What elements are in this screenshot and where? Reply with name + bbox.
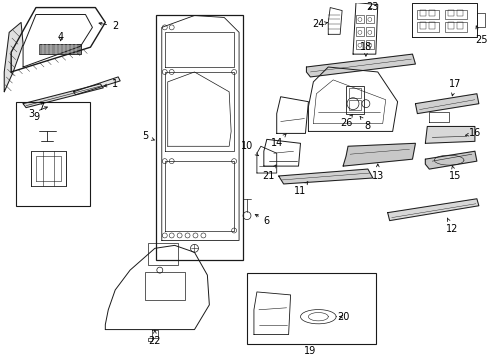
Text: 16: 16 xyxy=(465,129,480,138)
Bar xyxy=(348,100,360,110)
Text: 7: 7 xyxy=(38,102,44,112)
Polygon shape xyxy=(387,199,478,221)
Text: 8: 8 xyxy=(359,116,370,131)
Polygon shape xyxy=(4,22,23,92)
Text: 25: 25 xyxy=(475,26,487,45)
Text: 22: 22 xyxy=(148,330,161,346)
Bar xyxy=(147,243,177,265)
Text: 24: 24 xyxy=(311,19,327,30)
Polygon shape xyxy=(425,126,474,143)
Text: 9: 9 xyxy=(33,112,39,122)
Text: 14: 14 xyxy=(270,134,286,148)
Text: 11: 11 xyxy=(294,182,307,196)
Polygon shape xyxy=(23,84,103,108)
Text: 4: 4 xyxy=(58,32,63,42)
Bar xyxy=(346,86,363,114)
Bar xyxy=(420,22,426,30)
Bar xyxy=(144,272,184,300)
Text: 26: 26 xyxy=(339,114,352,129)
Text: 5: 5 xyxy=(142,131,154,141)
Polygon shape xyxy=(306,54,415,77)
Text: 6: 6 xyxy=(255,215,269,226)
Text: 2: 2 xyxy=(99,21,118,31)
Bar xyxy=(444,10,466,19)
Bar xyxy=(348,88,360,98)
Bar xyxy=(417,22,438,32)
Bar xyxy=(365,27,373,36)
Bar xyxy=(447,22,453,30)
Text: 23: 23 xyxy=(366,1,378,12)
Bar xyxy=(246,273,375,345)
Polygon shape xyxy=(278,169,372,184)
Bar xyxy=(39,44,81,54)
Bar xyxy=(355,14,363,23)
Bar xyxy=(428,22,434,30)
Bar xyxy=(16,102,90,206)
Text: 20: 20 xyxy=(336,312,348,322)
Bar xyxy=(456,22,462,30)
Text: 12: 12 xyxy=(445,218,457,234)
Text: 18: 18 xyxy=(359,42,371,56)
Polygon shape xyxy=(415,94,478,114)
Bar xyxy=(456,10,462,17)
Bar xyxy=(365,40,373,49)
Text: 17: 17 xyxy=(448,79,460,96)
Bar xyxy=(355,40,363,49)
Text: 21: 21 xyxy=(262,165,276,181)
Bar xyxy=(365,14,373,23)
Polygon shape xyxy=(343,143,415,166)
Bar xyxy=(428,10,434,17)
Bar xyxy=(420,10,426,17)
Bar xyxy=(156,14,243,260)
Text: 13: 13 xyxy=(371,164,383,181)
Text: 3: 3 xyxy=(28,107,47,118)
Polygon shape xyxy=(425,151,476,169)
Polygon shape xyxy=(74,77,120,95)
Text: 15: 15 xyxy=(448,166,460,181)
Text: 19: 19 xyxy=(304,346,316,356)
Bar xyxy=(444,22,466,32)
Bar xyxy=(447,10,453,17)
Text: 10: 10 xyxy=(241,141,258,156)
Bar xyxy=(355,27,363,36)
Text: 1: 1 xyxy=(104,79,118,89)
Bar xyxy=(417,10,438,19)
